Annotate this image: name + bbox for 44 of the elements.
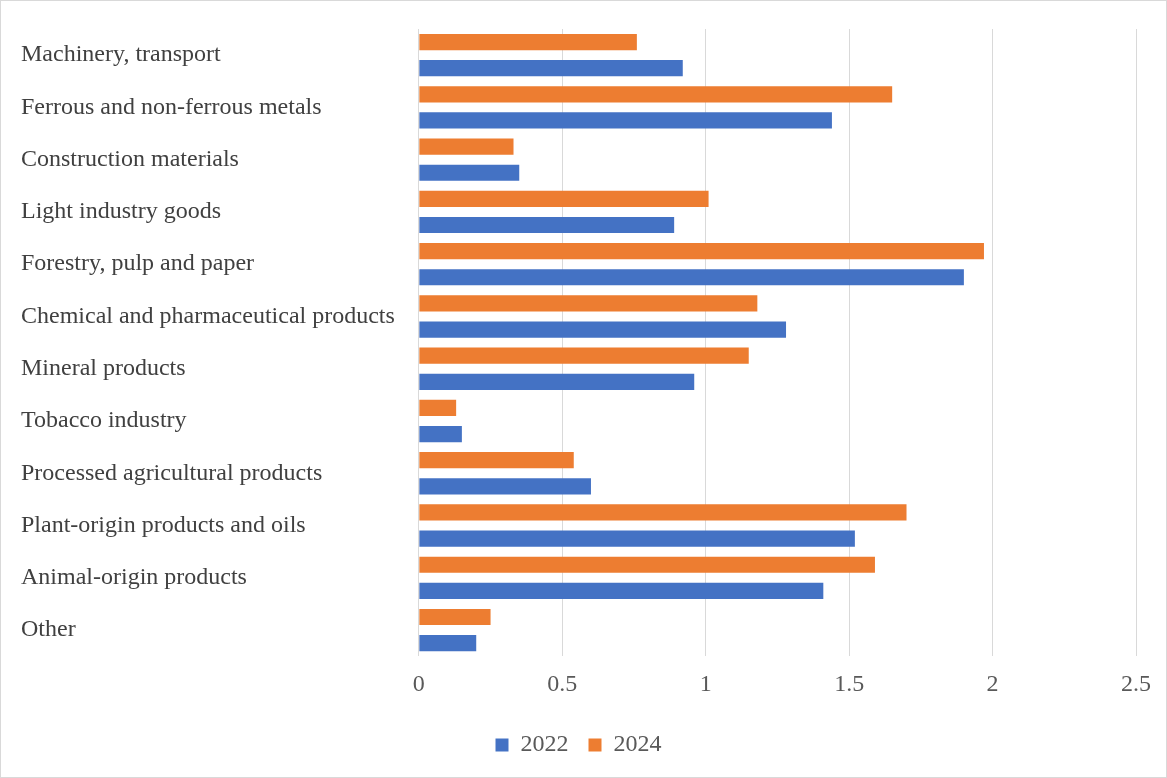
- x-tick-label: 2: [986, 669, 999, 696]
- x-tick-label: 1.5: [834, 669, 865, 696]
- bar: [419, 112, 832, 129]
- x-tick-label: 0.5: [547, 669, 578, 696]
- y-tick-label: Other: [21, 615, 76, 642]
- bar: [419, 60, 683, 77]
- bar: [419, 269, 964, 286]
- x-tick-label: 0: [412, 669, 425, 696]
- y-tick-label: Plant-origin products and oils: [21, 510, 306, 537]
- bar: [419, 295, 758, 312]
- bar: [419, 138, 514, 155]
- bar: [419, 635, 477, 652]
- legend-label: 2022: [520, 730, 569, 757]
- bar: [419, 399, 457, 417]
- bar: [419, 190, 709, 207]
- bar: [419, 347, 749, 364]
- bar: [419, 530, 855, 547]
- y-tick-label: Tobacco industry: [21, 406, 187, 433]
- y-tick-label: Animal-origin products: [21, 563, 247, 590]
- y-tick-label: Processed agricultural products: [21, 458, 323, 485]
- y-tick-label: Chemical and pharmaceutical products: [21, 301, 395, 328]
- bar: [419, 216, 675, 234]
- y-tick-label: Construction materials: [21, 144, 239, 171]
- bar: [419, 582, 824, 599]
- bar: [419, 504, 907, 521]
- y-tick-label: Mineral products: [21, 354, 186, 381]
- bar: [419, 321, 787, 338]
- y-tick-label: Ferrous and non-ferrous metals: [21, 92, 322, 119]
- x-tick-label: 2.5: [1121, 669, 1151, 696]
- bar: [419, 425, 462, 443]
- legend-label: 2024: [613, 730, 662, 757]
- bar: [419, 33, 637, 51]
- bar: [419, 556, 875, 573]
- bar: [419, 86, 893, 103]
- bar: [419, 373, 695, 390]
- bar: [419, 452, 574, 469]
- y-tick-label: Light industry goods: [21, 197, 222, 224]
- bar: [419, 243, 984, 260]
- x-tick-label: 1: [699, 669, 712, 696]
- y-tick-label: Forestry, pulp and paper: [21, 249, 255, 276]
- bar: [419, 608, 491, 626]
- bar: [419, 164, 520, 181]
- y-tick-label: Machinery, transport: [21, 40, 222, 67]
- bar: [419, 478, 591, 495]
